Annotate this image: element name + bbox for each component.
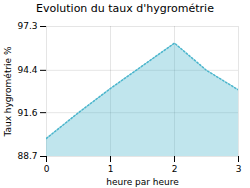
svg-text:94.4: 94.4: [17, 65, 37, 75]
svg-text:97.3: 97.3: [17, 21, 37, 31]
svg-text:91.6: 91.6: [17, 108, 37, 118]
svg-text:88.7: 88.7: [17, 151, 37, 161]
svg-text:1: 1: [108, 164, 114, 174]
svg-text:Taux hygrométrie %: Taux hygrométrie %: [3, 46, 13, 138]
svg-text:2: 2: [172, 164, 178, 174]
svg-text:3: 3: [236, 164, 242, 174]
svg-text:heure par heure: heure par heure: [106, 177, 179, 187]
html-text:Evolution du taux d'hygrométri: Evolution du taux d'hygrométrie: [36, 2, 214, 15]
svg-text:0: 0: [44, 164, 50, 174]
